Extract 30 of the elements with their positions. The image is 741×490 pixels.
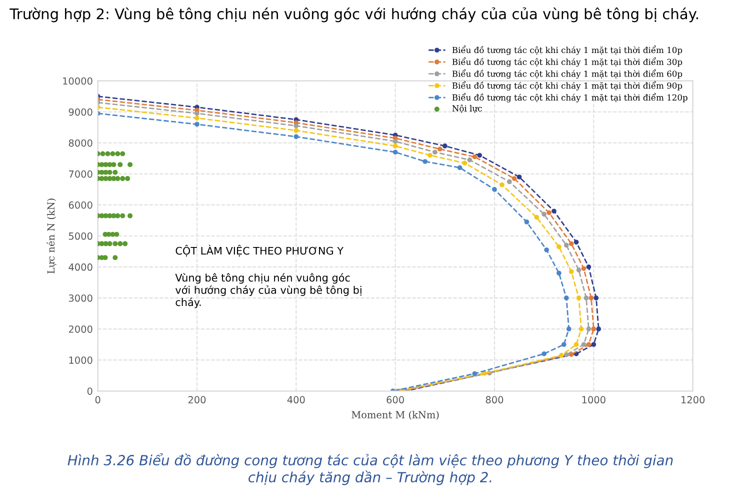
annotation: Vùng bê tông chịu nén vuông góc với hướng cháy của vùng bê tông bị cháy. xyxy=(175,273,362,308)
x-axis-title: Moment M (kNm) xyxy=(352,410,439,420)
x-tick-label: 600 xyxy=(386,396,404,404)
y-tick-label: 1000 xyxy=(69,356,92,364)
y-tick-label: 10000 xyxy=(63,77,92,85)
legend-label: Biểu đồ tương tác cột khi cháy 1 mặt tại thời điểm 90p xyxy=(452,81,682,90)
text: Hình 3.26 Biểu đồ đường cong tương tác của cột làm việc theo phương Y theo thời gian chịu cháy tăng dần – Trường hợp 2. xyxy=(68,453,673,486)
y-tick-label: 2000 xyxy=(68,325,92,333)
legend-label: Biểu đồ tương tác cột khi cháy 1 mặt tại thời điểm 30p xyxy=(452,57,682,67)
x-tick-label: 400 xyxy=(287,396,305,404)
x-tick-label: 1000 xyxy=(582,396,606,404)
x-tick-label: 800 xyxy=(486,396,504,404)
x-tick-label: 1200 xyxy=(682,396,705,404)
legend-label: Biểu đồ tương tác cột khi cháy 1 mặt tại thời điểm 10p xyxy=(452,46,682,55)
y-tick-label: 9000 xyxy=(68,108,92,116)
legend-label: Biểu đồ tương tác cột khi cháy 1 mặt tại thời điểm 60p xyxy=(452,69,682,79)
y-tick-label: 0 xyxy=(87,388,92,395)
y-tick-label: 4000 xyxy=(68,263,92,271)
y-tick-label: 5000 xyxy=(68,232,92,240)
x-tick-label: 0 xyxy=(95,396,100,404)
y-axis-title: Lực nén N (kN) xyxy=(46,198,56,274)
y-tick-label: 7000 xyxy=(69,170,92,178)
y-tick-label: 6000 xyxy=(68,201,92,209)
annotation: CỘT LÀM VIỆC THEO PHƯƠNG Y xyxy=(176,244,344,256)
x-tick-label: 200 xyxy=(188,396,206,404)
y-tick-label: 3000 xyxy=(68,294,92,302)
legend-label: Nội lực xyxy=(452,104,482,113)
y-tick-label: 8000 xyxy=(68,139,92,147)
legend-label: Biểu đồ tương tác cột khi cháy 1 mặt tại thời điểm 120p xyxy=(452,92,688,102)
chart-title: Trường hợp 2: Vùng bê tông chịu nén vuông góc với hướng cháy của của vùng bê tông bị cháy. xyxy=(10,7,698,22)
